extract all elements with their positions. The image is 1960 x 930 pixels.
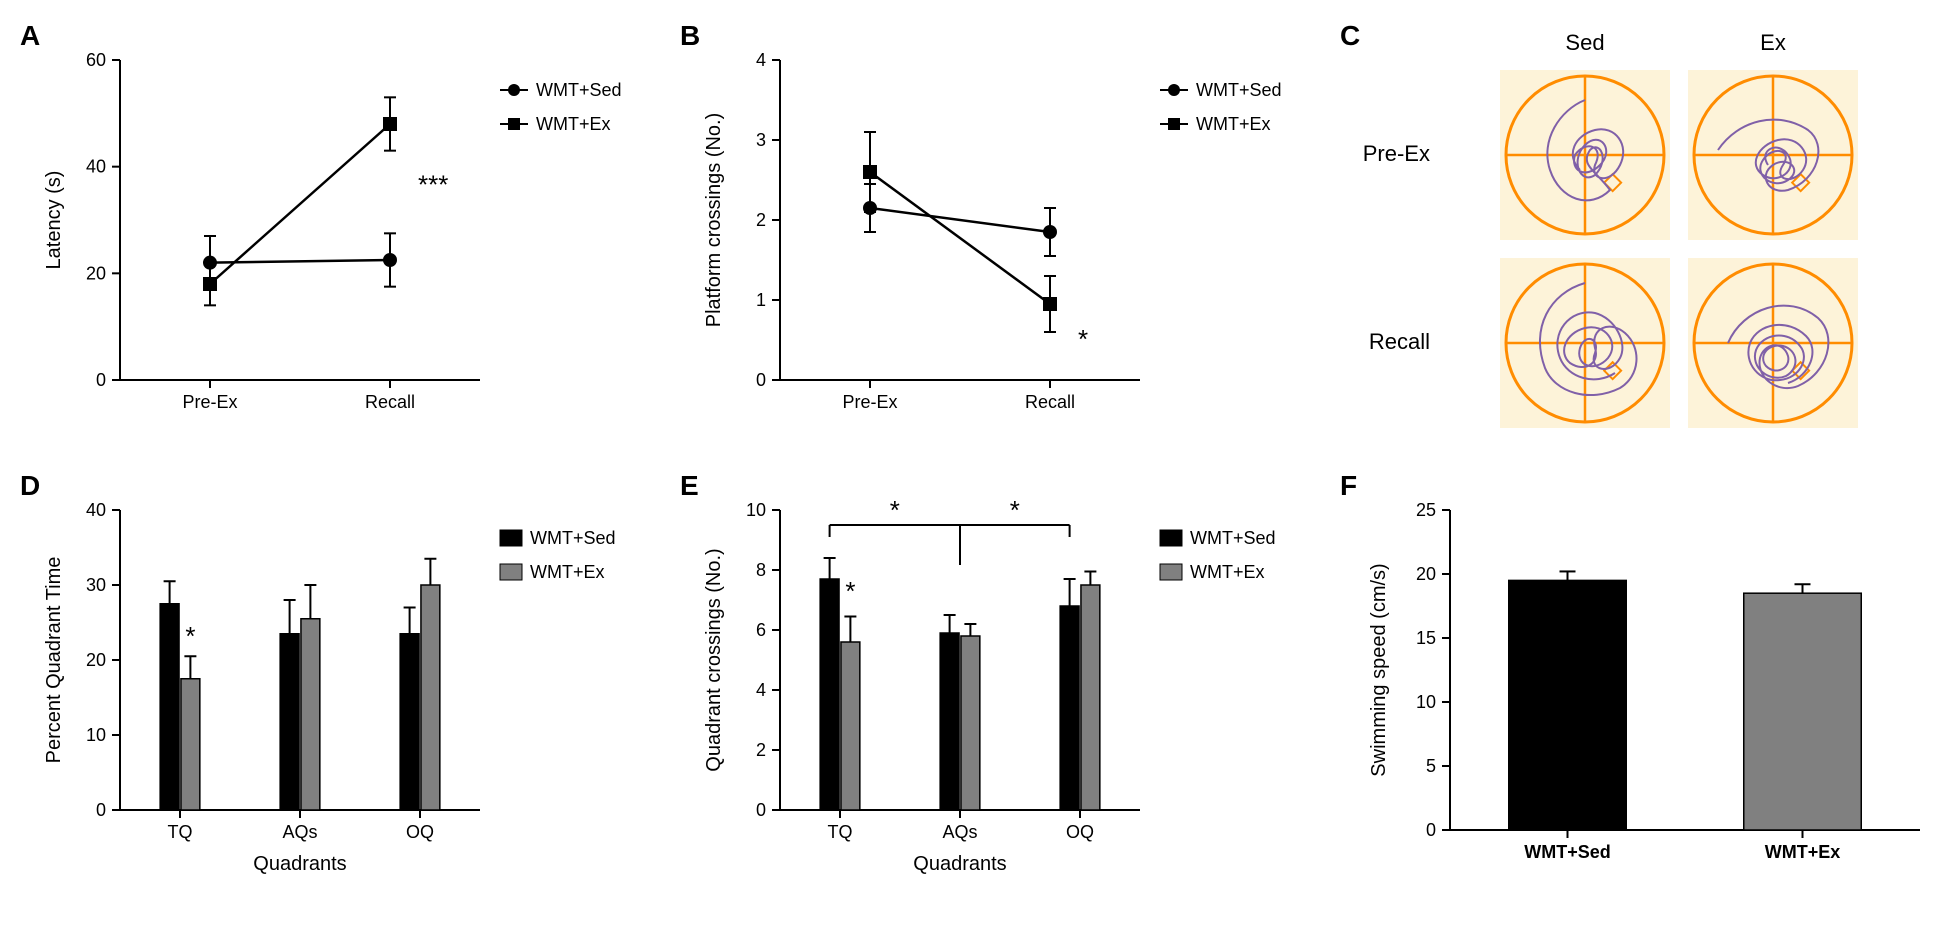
svg-text:0: 0 <box>756 370 766 390</box>
figure-grid: A 0204060Pre-ExRecall***Latency (s)WMT+S… <box>20 20 1940 910</box>
svg-text:*: * <box>185 621 195 651</box>
svg-text:Quadrants: Quadrants <box>253 853 346 875</box>
svg-text:*: * <box>1010 495 1020 525</box>
svg-text:*: * <box>845 576 855 606</box>
svg-text:*: * <box>1078 324 1088 354</box>
svg-text:10: 10 <box>746 500 766 520</box>
svg-text:2: 2 <box>756 210 766 230</box>
svg-text:Pre-Ex: Pre-Ex <box>182 392 237 412</box>
svg-text:WMT+Sed: WMT+Sed <box>1196 80 1282 100</box>
svg-text:Quadrant crossings (No.): Quadrant crossings (No.) <box>703 548 725 771</box>
svg-text:60: 60 <box>86 50 106 70</box>
svg-text:25: 25 <box>1416 500 1436 520</box>
panel-e-label: E <box>680 470 699 502</box>
svg-text:Pre-Ex: Pre-Ex <box>842 392 897 412</box>
svg-text:Ex: Ex <box>1760 30 1786 55</box>
svg-text:AQs: AQs <box>942 822 977 842</box>
panel-b-label: B <box>680 20 700 52</box>
svg-text:8: 8 <box>756 560 766 580</box>
svg-text:3: 3 <box>756 130 766 150</box>
svg-text:Percent Quadrant Time: Percent Quadrant Time <box>43 557 65 764</box>
svg-text:AQs: AQs <box>282 822 317 842</box>
panel-e-chart: 0 2 4 6 8 10 TQ AQs OQ * * * Quadrant crossings (No.… <box>680 470 1330 890</box>
svg-text:WMT+Sed: WMT+Sed <box>530 528 616 548</box>
panel-b-chart: 0 1 2 3 4 Pre-Ex Recall * Platform crossings (No… <box>680 20 1330 440</box>
svg-text:20: 20 <box>86 263 106 283</box>
svg-text:40: 40 <box>86 157 106 177</box>
panel-a: A 0 20 40 60 Pre-Ex Recall *** Latency (s) WMT+S… <box>20 20 670 460</box>
svg-text:WMT+Sed: WMT+Sed <box>536 80 622 100</box>
svg-text:10: 10 <box>1416 692 1436 712</box>
svg-text:5: 5 <box>1426 756 1436 776</box>
svg-text:WMT+Ex: WMT+Ex <box>1190 562 1265 582</box>
svg-text:Quadrants: Quadrants <box>913 853 1006 875</box>
panel-f-chart: 0 5 10 15 20 25 WMT+Sed WMT+Ex Swimming speed (c… <box>1340 470 1960 890</box>
svg-text:30: 30 <box>86 575 106 595</box>
svg-text:TQ: TQ <box>168 822 193 842</box>
panel-b: B 0 1 2 3 4 Pre-Ex Recall * Platform crossings (… <box>680 20 1330 460</box>
svg-text:WMT+Ex: WMT+Ex <box>536 114 611 134</box>
svg-text:OQ: OQ <box>1066 822 1094 842</box>
svg-text:15: 15 <box>1416 628 1436 648</box>
panel-a-chart: 0 20 40 60 Pre-Ex Recall *** Latency (s) WMT+Sed… <box>20 20 670 440</box>
svg-text:***: *** <box>418 169 448 199</box>
svg-text:Swimming speed (cm/s): Swimming speed (cm/s) <box>1368 563 1390 776</box>
svg-text:10: 10 <box>86 725 106 745</box>
svg-text:Sed: Sed <box>1565 30 1604 55</box>
svg-text:WMT+Ex: WMT+Ex <box>530 562 605 582</box>
svg-text:2: 2 <box>756 740 766 760</box>
svg-text:WMT+Ex: WMT+Ex <box>1196 114 1271 134</box>
panel-a-label: A <box>20 20 40 52</box>
svg-text:Platform crossings (No.): Platform crossings (No.) <box>703 113 725 328</box>
svg-text:*: * <box>890 495 900 525</box>
svg-text:Pre-Ex: Pre-Ex <box>1363 141 1430 166</box>
svg-text:1: 1 <box>756 290 766 310</box>
panel-f-label: F <box>1340 470 1357 502</box>
svg-text:WMT+Sed: WMT+Sed <box>1524 842 1611 862</box>
panel-c-traces: Sed Ex Pre-Ex Recall <box>1340 20 1960 440</box>
svg-text:0: 0 <box>96 370 106 390</box>
panel-c: C Sed Ex Pre-Ex Recall <box>1340 20 1960 460</box>
panel-d: D 0 10 20 30 40 TQ AQs OQ * Percent Quadrant Time… <box>20 470 670 910</box>
panel-c-label: C <box>1340 20 1360 52</box>
panel-f: F 0 5 10 15 20 25 WMT+Sed WMT+Ex Swimming speed … <box>1340 470 1960 910</box>
svg-text:OQ: OQ <box>406 822 434 842</box>
svg-text:TQ: TQ <box>828 822 853 842</box>
svg-text:0: 0 <box>756 800 766 820</box>
svg-text:WMT+Ex: WMT+Ex <box>1765 842 1841 862</box>
panel-d-label: D <box>20 470 40 502</box>
svg-text:6: 6 <box>756 620 766 640</box>
svg-text:20: 20 <box>1416 564 1436 584</box>
svg-text:40: 40 <box>86 500 106 520</box>
svg-text:4: 4 <box>756 50 766 70</box>
svg-text:Recall: Recall <box>1369 329 1430 354</box>
svg-text:Latency (s): Latency (s) <box>43 171 65 270</box>
svg-text:20: 20 <box>86 650 106 670</box>
svg-text:0: 0 <box>1426 820 1436 840</box>
svg-text:WMT+Sed: WMT+Sed <box>1190 528 1276 548</box>
svg-text:Recall: Recall <box>1025 392 1075 412</box>
panel-d-chart: 0 10 20 30 40 TQ AQs OQ * Percent Quadrant Time Qu… <box>20 470 670 890</box>
panel-e: E 0 2 4 6 8 10 TQ AQs OQ * * * Quadrant crossings (N… <box>680 470 1330 910</box>
svg-text:4: 4 <box>756 680 766 700</box>
svg-text:0: 0 <box>96 800 106 820</box>
svg-text:Recall: Recall <box>365 392 415 412</box>
